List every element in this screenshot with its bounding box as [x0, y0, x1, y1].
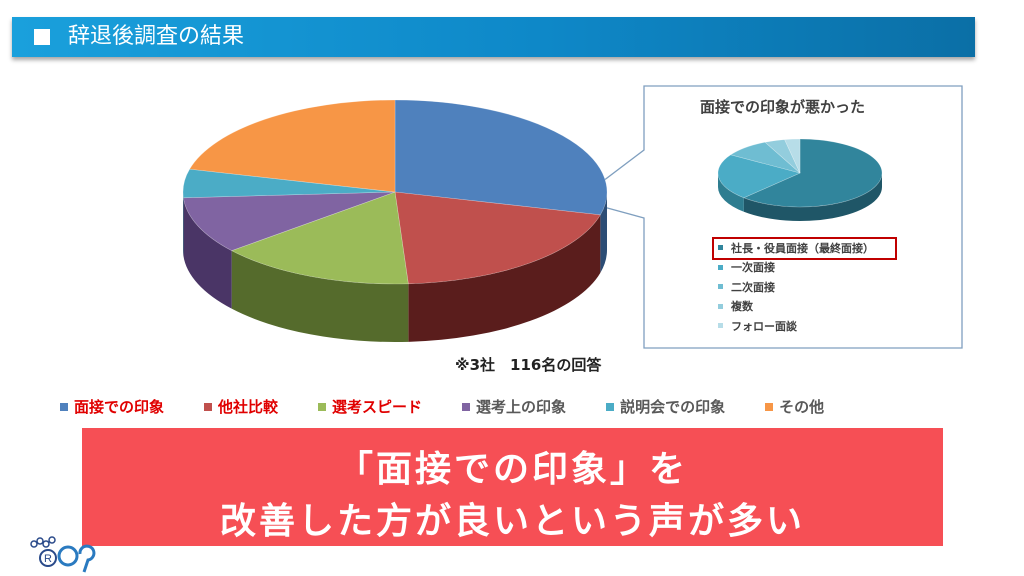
legend-item: 面接での印象 [60, 396, 164, 417]
legend-label: 選考スピード [332, 398, 423, 416]
main-pie-slice-2 [230, 191, 409, 285]
legend-marker [462, 402, 471, 411]
legend-item: 説明会での印象 [606, 396, 725, 417]
banner-line-1: 「面接での印象」を [336, 449, 688, 490]
inset-pie-chart [717, 138, 883, 221]
inset-pie-slice-3 [764, 139, 801, 174]
header-square-icon [34, 29, 50, 45]
inset-legend-marker [718, 284, 723, 290]
inset-pie-slice-0 [743, 138, 883, 208]
inset-legend-label: 複数 [731, 300, 753, 314]
legend-marker [765, 402, 774, 411]
legend-item: 選考上の印象 [462, 396, 566, 417]
main-pie-slice-3 [183, 191, 396, 251]
legend-label: 説明会での印象 [620, 398, 726, 416]
inset-legend-item: 一次面接 [718, 258, 874, 278]
inset-legend: 社長・役員面接（最終面接） 一次面接二次面接複数フォロー面談 [718, 238, 874, 336]
legend-marker [60, 402, 68, 411]
legend-marker [318, 402, 327, 411]
inset-pie-slice-4 [784, 138, 801, 174]
inset-legend-label: フォロー面談 [731, 319, 797, 333]
main-pie-slice-side-2 [231, 250, 409, 342]
main-legend: 面接での印象 他社比較 選考スピード 選考上の印象 説明会での印象 その他 [60, 396, 864, 417]
main-pie-chart [182, 99, 608, 342]
svg-text:R: R [44, 553, 52, 565]
page-title: 辞退後調査の結果 [68, 24, 245, 49]
inset-legend-item: フォロー面談 [718, 316, 874, 336]
main-pie-slice-1 [394, 191, 601, 285]
inset-legend-marker [718, 323, 723, 329]
inset-legend-label: 二次面接 [731, 280, 775, 294]
main-pie-slice-5 [189, 99, 396, 193]
inset-legend-item: 社長・役員面接（最終面接） [718, 238, 874, 258]
legend-marker [204, 402, 213, 411]
main-pie-slice-4 [182, 168, 396, 199]
inset-pie-slice-side-1 [718, 173, 744, 212]
inset-chart-title: 面接での印象が悪かった [700, 98, 866, 116]
inset-pie-slice-side-0 [743, 173, 882, 221]
legend-marker [606, 402, 615, 411]
legend-label: 選考上の印象 [476, 398, 567, 416]
legend-label: 面接での印象 [74, 398, 165, 416]
legend-label: 他社比較 [218, 398, 279, 416]
company-logo: R [30, 536, 96, 573]
main-pie-slice-side-3 [183, 197, 232, 309]
main-pie-slice-0 [394, 99, 608, 216]
inset-legend-item: 二次面接 [718, 277, 874, 297]
inset-pie-slice-1 [717, 154, 801, 199]
legend-label: その他 [779, 398, 825, 416]
main-pie-slice-side-1 [408, 214, 601, 342]
main-pie-slice-side-0 [600, 192, 607, 273]
inset-legend-item: 複数 [718, 297, 874, 317]
inset-legend-label: 一次面接 [731, 261, 775, 275]
inset-legend-label: 社長・役員面接（最終面接） [731, 241, 874, 255]
banner-line-2: 改善した方が良いという声が多い [219, 501, 805, 542]
inset-pie-slice-2 [730, 141, 801, 174]
legend-item: 選考スピード [318, 396, 422, 417]
inset-legend-marker [718, 245, 723, 251]
highlight-box [712, 237, 897, 260]
legend-item: その他 [765, 396, 824, 417]
inset-legend-marker [718, 264, 723, 270]
response-note: ※3社 116名の回答 [455, 356, 602, 374]
inset-legend-marker [718, 303, 723, 309]
header-bar: 辞退後調査の結果 [12, 17, 975, 57]
legend-item: 他社比較 [204, 396, 278, 417]
conclusion-banner: 「面接での印象」を 改善した方が良いという声が多い [82, 428, 943, 546]
